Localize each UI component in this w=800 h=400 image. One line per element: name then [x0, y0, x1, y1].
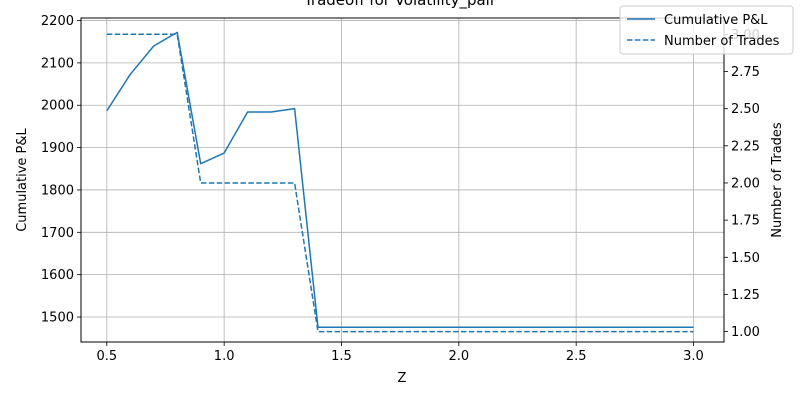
- y-right-tick-label: 1.25: [731, 288, 760, 303]
- y-left-tick-label: 2000: [41, 99, 74, 114]
- x-tick-label: 1.0: [214, 349, 235, 364]
- plot-frame: [80, 17, 725, 343]
- y-left-tick-label: 1500: [41, 311, 74, 326]
- y-left-tick-label: 1700: [41, 226, 74, 241]
- series-line-number-of-trades: [106, 33, 694, 333]
- series-line-cumulative-pnl: [106, 31, 694, 328]
- x-tick-label: 3.0: [683, 349, 704, 364]
- y-right-tick-label: 2.50: [731, 102, 760, 117]
- y-axis-right-label: Number of Trades: [770, 122, 785, 238]
- y-right-tick-label: 1.00: [731, 325, 760, 340]
- y-left-tick-label: 1800: [41, 183, 74, 198]
- legend-label-trades: Number of Trades: [664, 34, 780, 49]
- y-left-tick-label: 2100: [41, 56, 74, 71]
- x-axis: 0.5 1.0 1.5 2.0 2.5 3.0: [96, 342, 704, 364]
- y-right-tick-label: 1.75: [731, 214, 760, 229]
- y-axis-left-label: Cumulative P&L: [15, 127, 30, 231]
- y-left-tick-label: 1600: [41, 268, 74, 283]
- legend-label-pnl: Cumulative P&L: [664, 13, 768, 28]
- x-tick-label: 2.0: [448, 349, 469, 364]
- x-tick-label: 2.5: [566, 349, 587, 364]
- grid: [81, 18, 724, 342]
- legend: Cumulative P&L Number of Trades: [619, 5, 794, 55]
- y-left-tick-label: 1900: [41, 141, 74, 156]
- y-axis-left: 1500 1600 1700 1800 1900 2000 2100 2200: [41, 14, 81, 326]
- series-group: [106, 31, 694, 333]
- y-right-tick-label: 2.25: [731, 139, 760, 154]
- y-right-tick-label: 1.50: [731, 251, 760, 266]
- y-left-tick-label: 2200: [41, 14, 74, 29]
- y-right-tick-label: 2.75: [731, 65, 760, 80]
- x-tick-label: 1.5: [331, 349, 352, 364]
- chart-title: Tradeoff for Volatility_pair: [303, 0, 497, 10]
- x-axis-label: Z: [398, 371, 407, 386]
- x-tick-label: 0.5: [96, 349, 117, 364]
- legend-box: [619, 5, 794, 55]
- y-right-tick-label: 2.00: [731, 176, 760, 191]
